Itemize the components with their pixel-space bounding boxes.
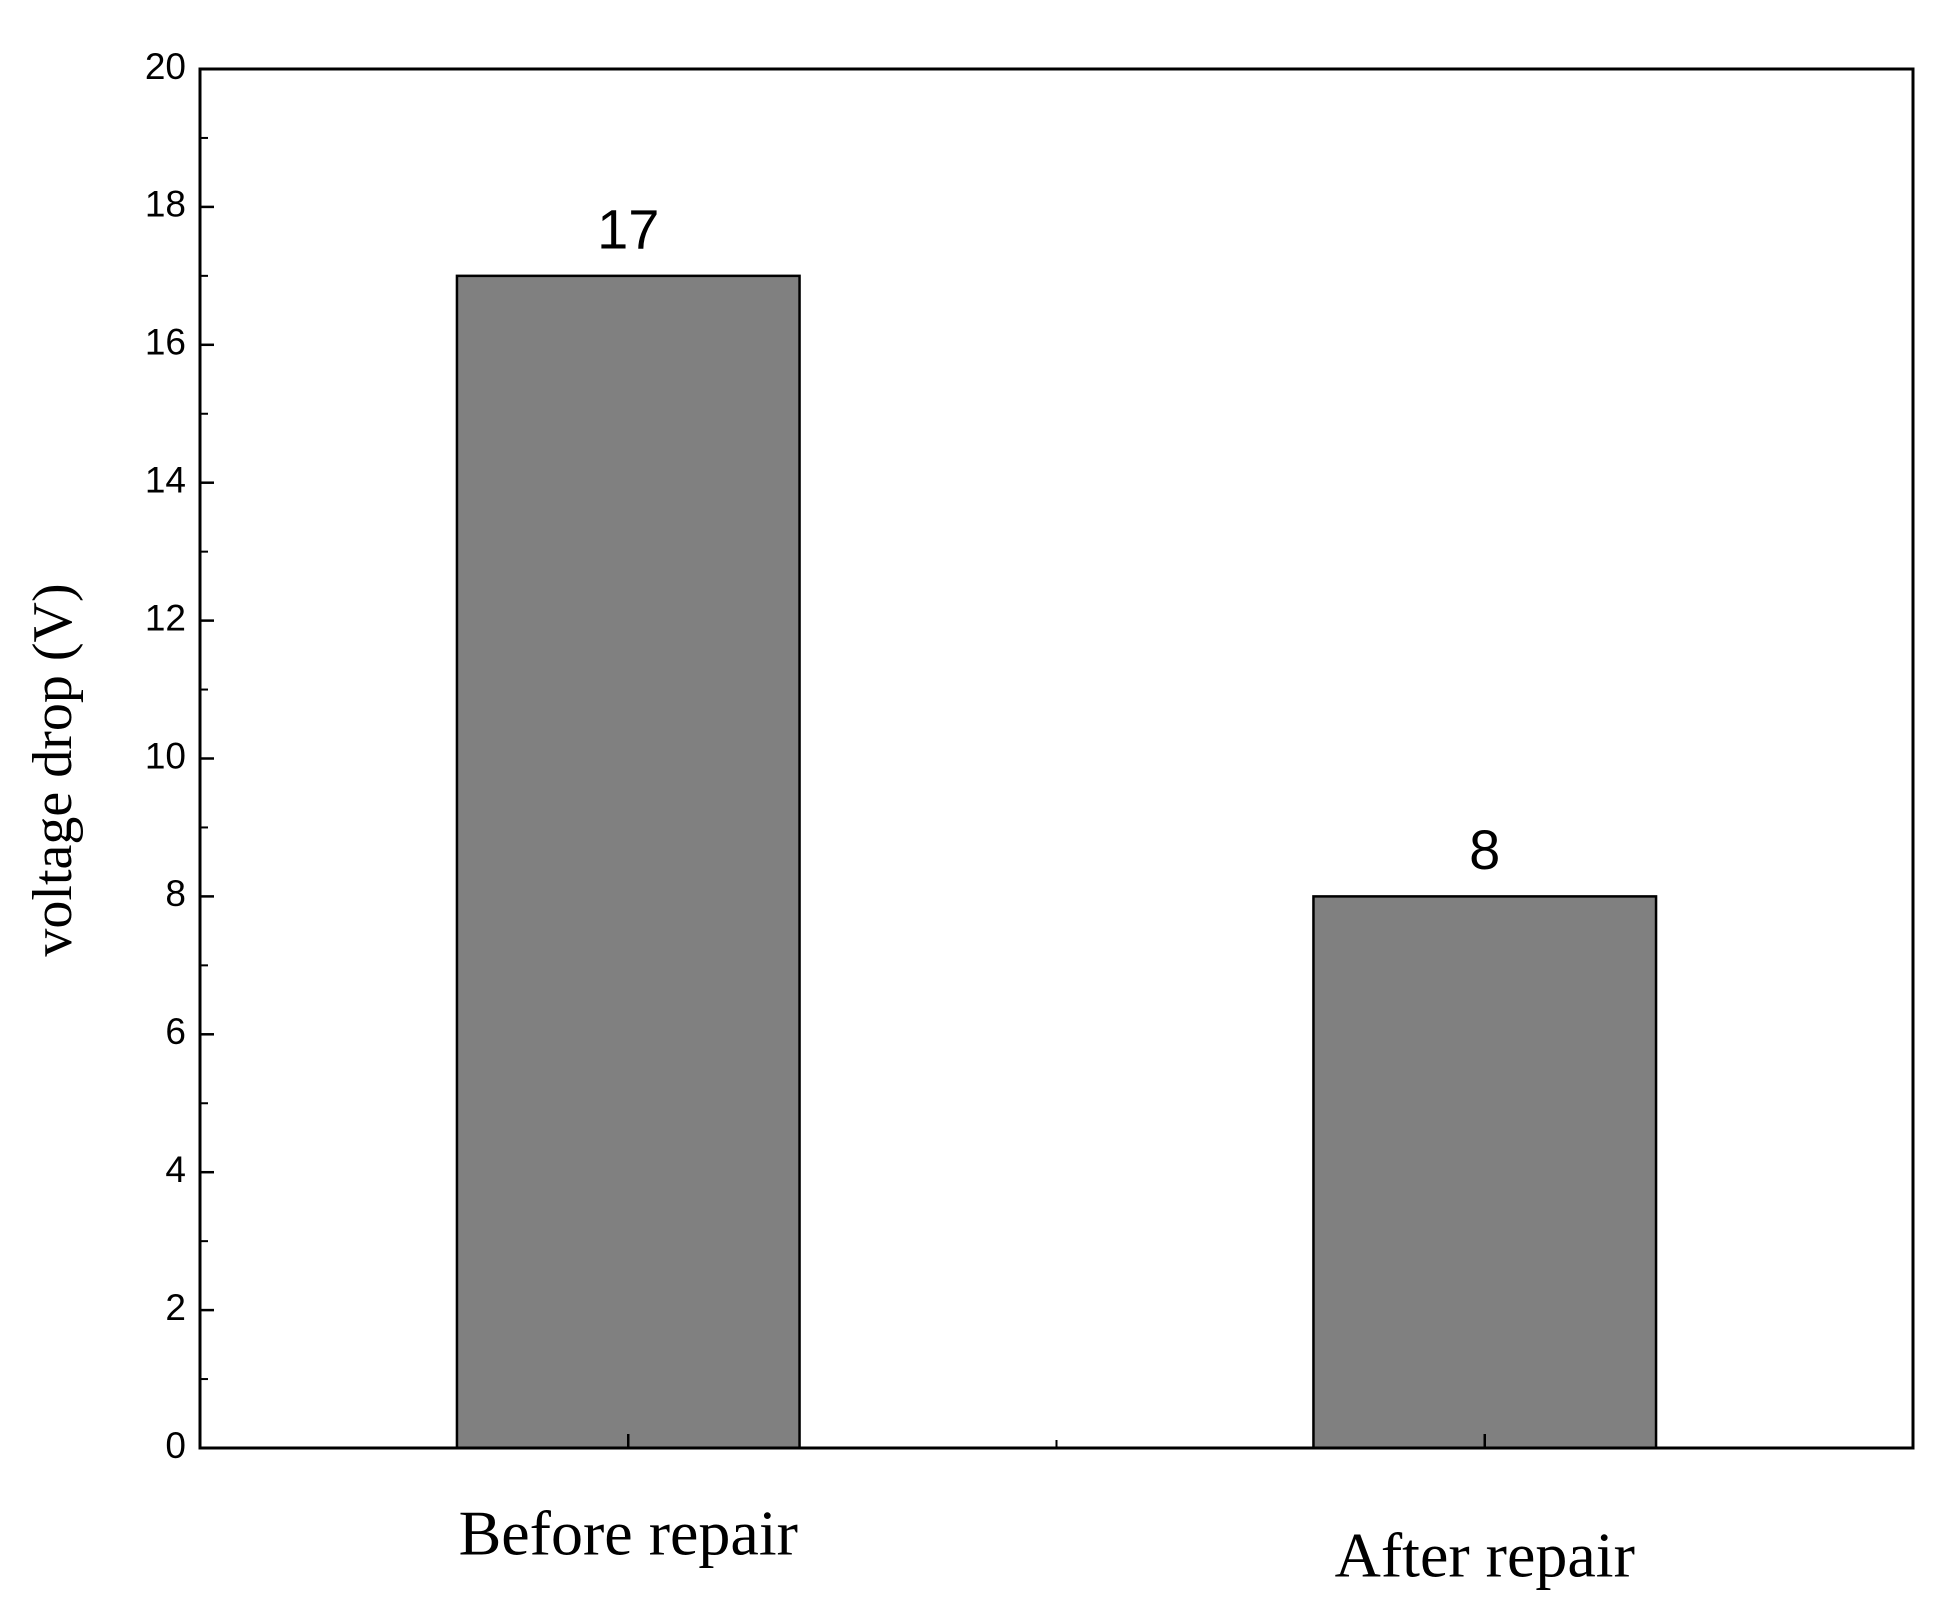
y-tick-label: 10 <box>145 735 186 776</box>
y-tick-label: 18 <box>145 184 186 225</box>
y-tick-label: 14 <box>145 459 186 500</box>
bar <box>1312 895 1658 1450</box>
y-tick-label: 16 <box>145 322 186 363</box>
bar <box>455 274 801 1450</box>
y-tick-label: 8 <box>165 873 186 914</box>
value-label: 8 <box>1469 818 1500 881</box>
y-tick-label: 12 <box>145 597 186 638</box>
y-tick-label: 0 <box>165 1425 186 1466</box>
y-tick-label: 2 <box>165 1287 186 1328</box>
y-axis-label: voltage drop (V) <box>22 583 84 956</box>
plot-frame <box>198 67 1915 1450</box>
y-tick-label: 20 <box>145 46 186 87</box>
y-tick-label: 4 <box>165 1149 186 1190</box>
value-label: 17 <box>597 198 659 261</box>
y-tick-label: 6 <box>165 1011 186 1052</box>
x-tick-label: Before repair <box>459 1498 798 1569</box>
x-tick-label: After repair <box>1335 1520 1635 1591</box>
